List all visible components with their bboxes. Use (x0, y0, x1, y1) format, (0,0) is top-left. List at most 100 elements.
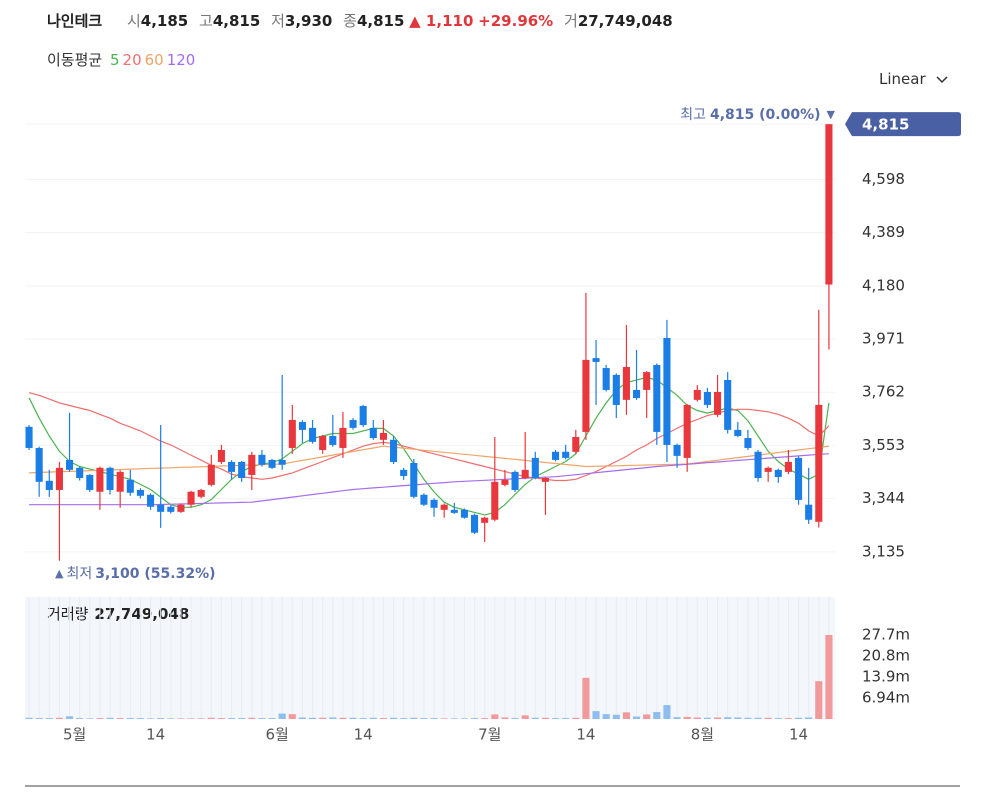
volume-bar (288, 714, 296, 719)
volume-bar (734, 717, 742, 719)
ma-line (28, 376, 830, 516)
price-badge (845, 112, 961, 137)
high-note-marker: ▼ (827, 108, 836, 121)
volume-bar (683, 716, 691, 719)
volume-bar (663, 705, 671, 719)
low-label: 저 (271, 12, 285, 30)
x-tick-label: 14 (789, 726, 808, 744)
candle-body (25, 426, 33, 448)
volume-bar (228, 718, 236, 719)
volume-bar (754, 717, 762, 719)
volume-bar (319, 717, 327, 719)
candle-body (450, 509, 458, 513)
volume-bar (693, 717, 701, 719)
candle-body (157, 504, 165, 512)
volume-bar (815, 681, 823, 719)
candle-body (734, 429, 742, 436)
candle-body (136, 489, 144, 496)
candle-body (248, 454, 256, 475)
candle-body (754, 451, 762, 478)
candle-body (126, 479, 134, 493)
volume-label: 거 (564, 12, 578, 30)
volume-bar (147, 718, 155, 719)
volume-bar (430, 718, 438, 719)
candle-body (167, 506, 175, 512)
candle-body (683, 404, 691, 458)
candle-body (491, 481, 499, 520)
volume-bar (764, 717, 772, 719)
candle-body (147, 494, 155, 507)
volume-bar (724, 717, 732, 719)
low-note-label: 최저 (66, 566, 92, 582)
volume-bar (572, 717, 580, 719)
candle-body (187, 491, 195, 505)
volume-bar (268, 718, 276, 719)
price-badge-label: 4,815 (862, 116, 909, 134)
volume-bar (643, 714, 651, 719)
candle-body (379, 432, 387, 440)
volume-bar (774, 718, 782, 719)
x-tick-label: 7월 (478, 726, 501, 744)
candle-body (278, 459, 286, 465)
candle-body (521, 469, 529, 478)
volume-bar (248, 717, 256, 719)
high-value: 4,815 (212, 12, 261, 30)
candle-body (268, 459, 276, 468)
candle-body (440, 504, 448, 510)
candle-body (96, 467, 104, 492)
y-tick-label: 4,598 (862, 170, 905, 188)
candle-body (288, 419, 296, 448)
candle-body (774, 469, 782, 477)
low-note-marker: ▲ (55, 567, 64, 580)
candle-body (390, 439, 398, 462)
volume-bar (521, 715, 529, 719)
volume-bar (258, 718, 266, 719)
legend-entry: 120 (166, 51, 196, 69)
volume-tick-label: 27.7m (862, 626, 910, 644)
candle-body (541, 478, 549, 482)
volume-bar (278, 713, 286, 719)
candle-body (349, 419, 357, 428)
volume-bar (825, 634, 833, 719)
y-tick-label: 3,344 (862, 489, 905, 507)
volume-bar (541, 717, 549, 719)
candle-body (460, 509, 468, 518)
volume-title: 거래량 27,749,048 (47, 605, 189, 623)
candle-body (309, 427, 317, 442)
volume-bar (369, 717, 377, 719)
quote-header: 나인테크 시4,185 고4,815 저3,930 종4,815 ▲ 1,110… (47, 10, 673, 31)
candle-body (197, 489, 205, 497)
volume-bar (784, 718, 792, 719)
volume-bar (66, 716, 74, 719)
open-label: 시 (126, 12, 141, 30)
x-tick-label: 14 (146, 726, 165, 744)
x-tick-label: 14 (354, 726, 373, 744)
volume-bar (440, 718, 448, 719)
volume-bar (339, 717, 347, 719)
candle-body (86, 474, 94, 490)
candle-body (420, 494, 428, 505)
candle-body (784, 461, 792, 472)
volume-bar (187, 718, 195, 719)
legend-entry: 5 (109, 51, 120, 69)
candle-body (673, 444, 681, 456)
volume-bar (96, 718, 104, 719)
x-tick-label: 14 (576, 726, 595, 744)
close-value: 4,815 (356, 12, 405, 30)
legend-entry: 60 (144, 51, 164, 69)
open-value: 4,185 (140, 12, 189, 30)
volume-value: 27,749,048 (577, 12, 673, 30)
candle-body (643, 372, 651, 390)
candle-body (511, 471, 519, 490)
y-tick-label: 4,389 (862, 223, 905, 241)
candle-body (501, 479, 509, 485)
candle-body (552, 451, 560, 460)
volume-bar (714, 717, 722, 719)
candle-body (207, 464, 215, 485)
candle-body (653, 364, 661, 432)
scale-toggle[interactable]: Linear (879, 70, 948, 88)
candle-body (805, 504, 813, 520)
y-tick-label: 4,180 (862, 276, 905, 294)
volume-bar (329, 717, 337, 719)
volume-bar (25, 717, 33, 719)
